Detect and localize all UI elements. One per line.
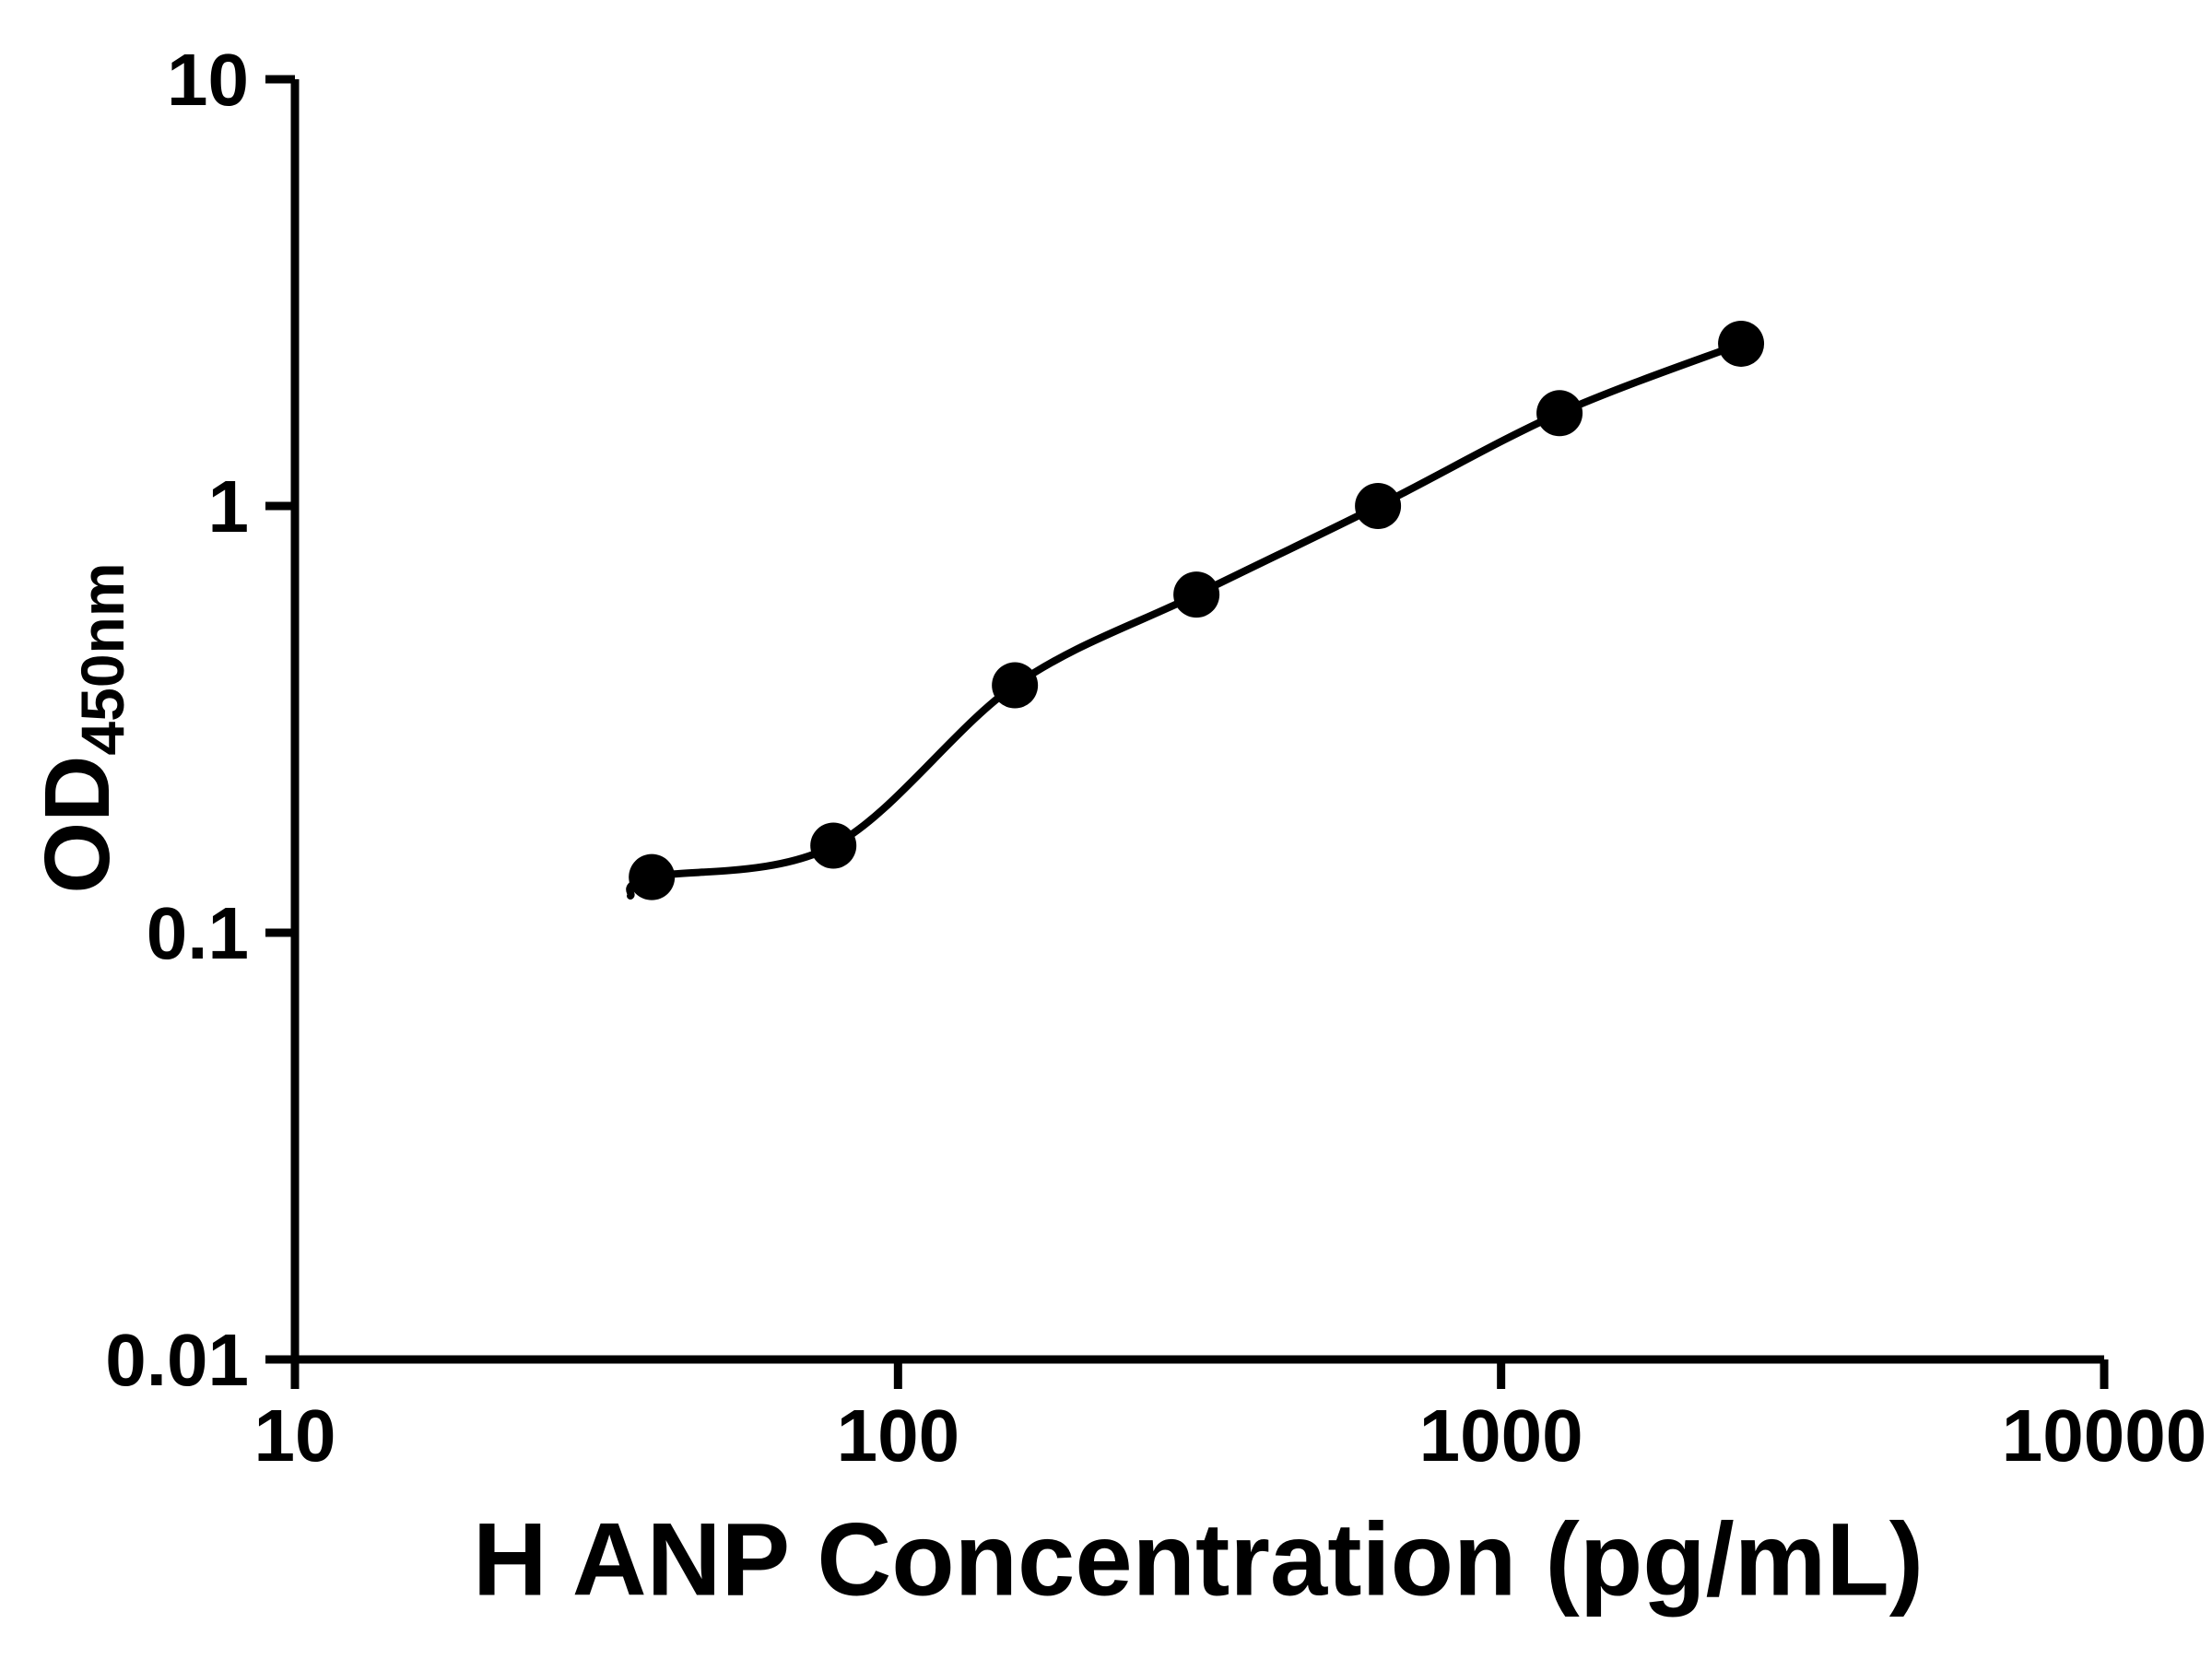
y-tick-label: 1 [208,465,250,547]
x-tick-label: 100 [837,1394,959,1477]
y-axis-title: OD450nm [25,562,137,893]
data-point [810,822,857,869]
data-point [1355,483,1402,529]
axes-lines [290,79,2104,1364]
x-tick-label: 1000 [1419,1394,1583,1477]
x-tick-label: 10000 [2002,1394,2206,1477]
data-point [1718,320,1765,367]
y-axis-title-subscript: 450nm [68,562,136,756]
data-point [629,853,676,900]
y-tick-label: 10 [167,39,249,121]
data-point [1536,390,1583,437]
x-axis-title: H ANP Concentration (pg/mL) [472,1501,1924,1618]
y-axis-title-main: OD [26,755,129,894]
y-tick-label: 0.01 [105,1319,249,1401]
data-point [1173,571,1220,618]
data-point [992,662,1039,709]
y-tick-label: 0.1 [147,892,249,974]
x-tick-label: 10 [254,1394,336,1477]
